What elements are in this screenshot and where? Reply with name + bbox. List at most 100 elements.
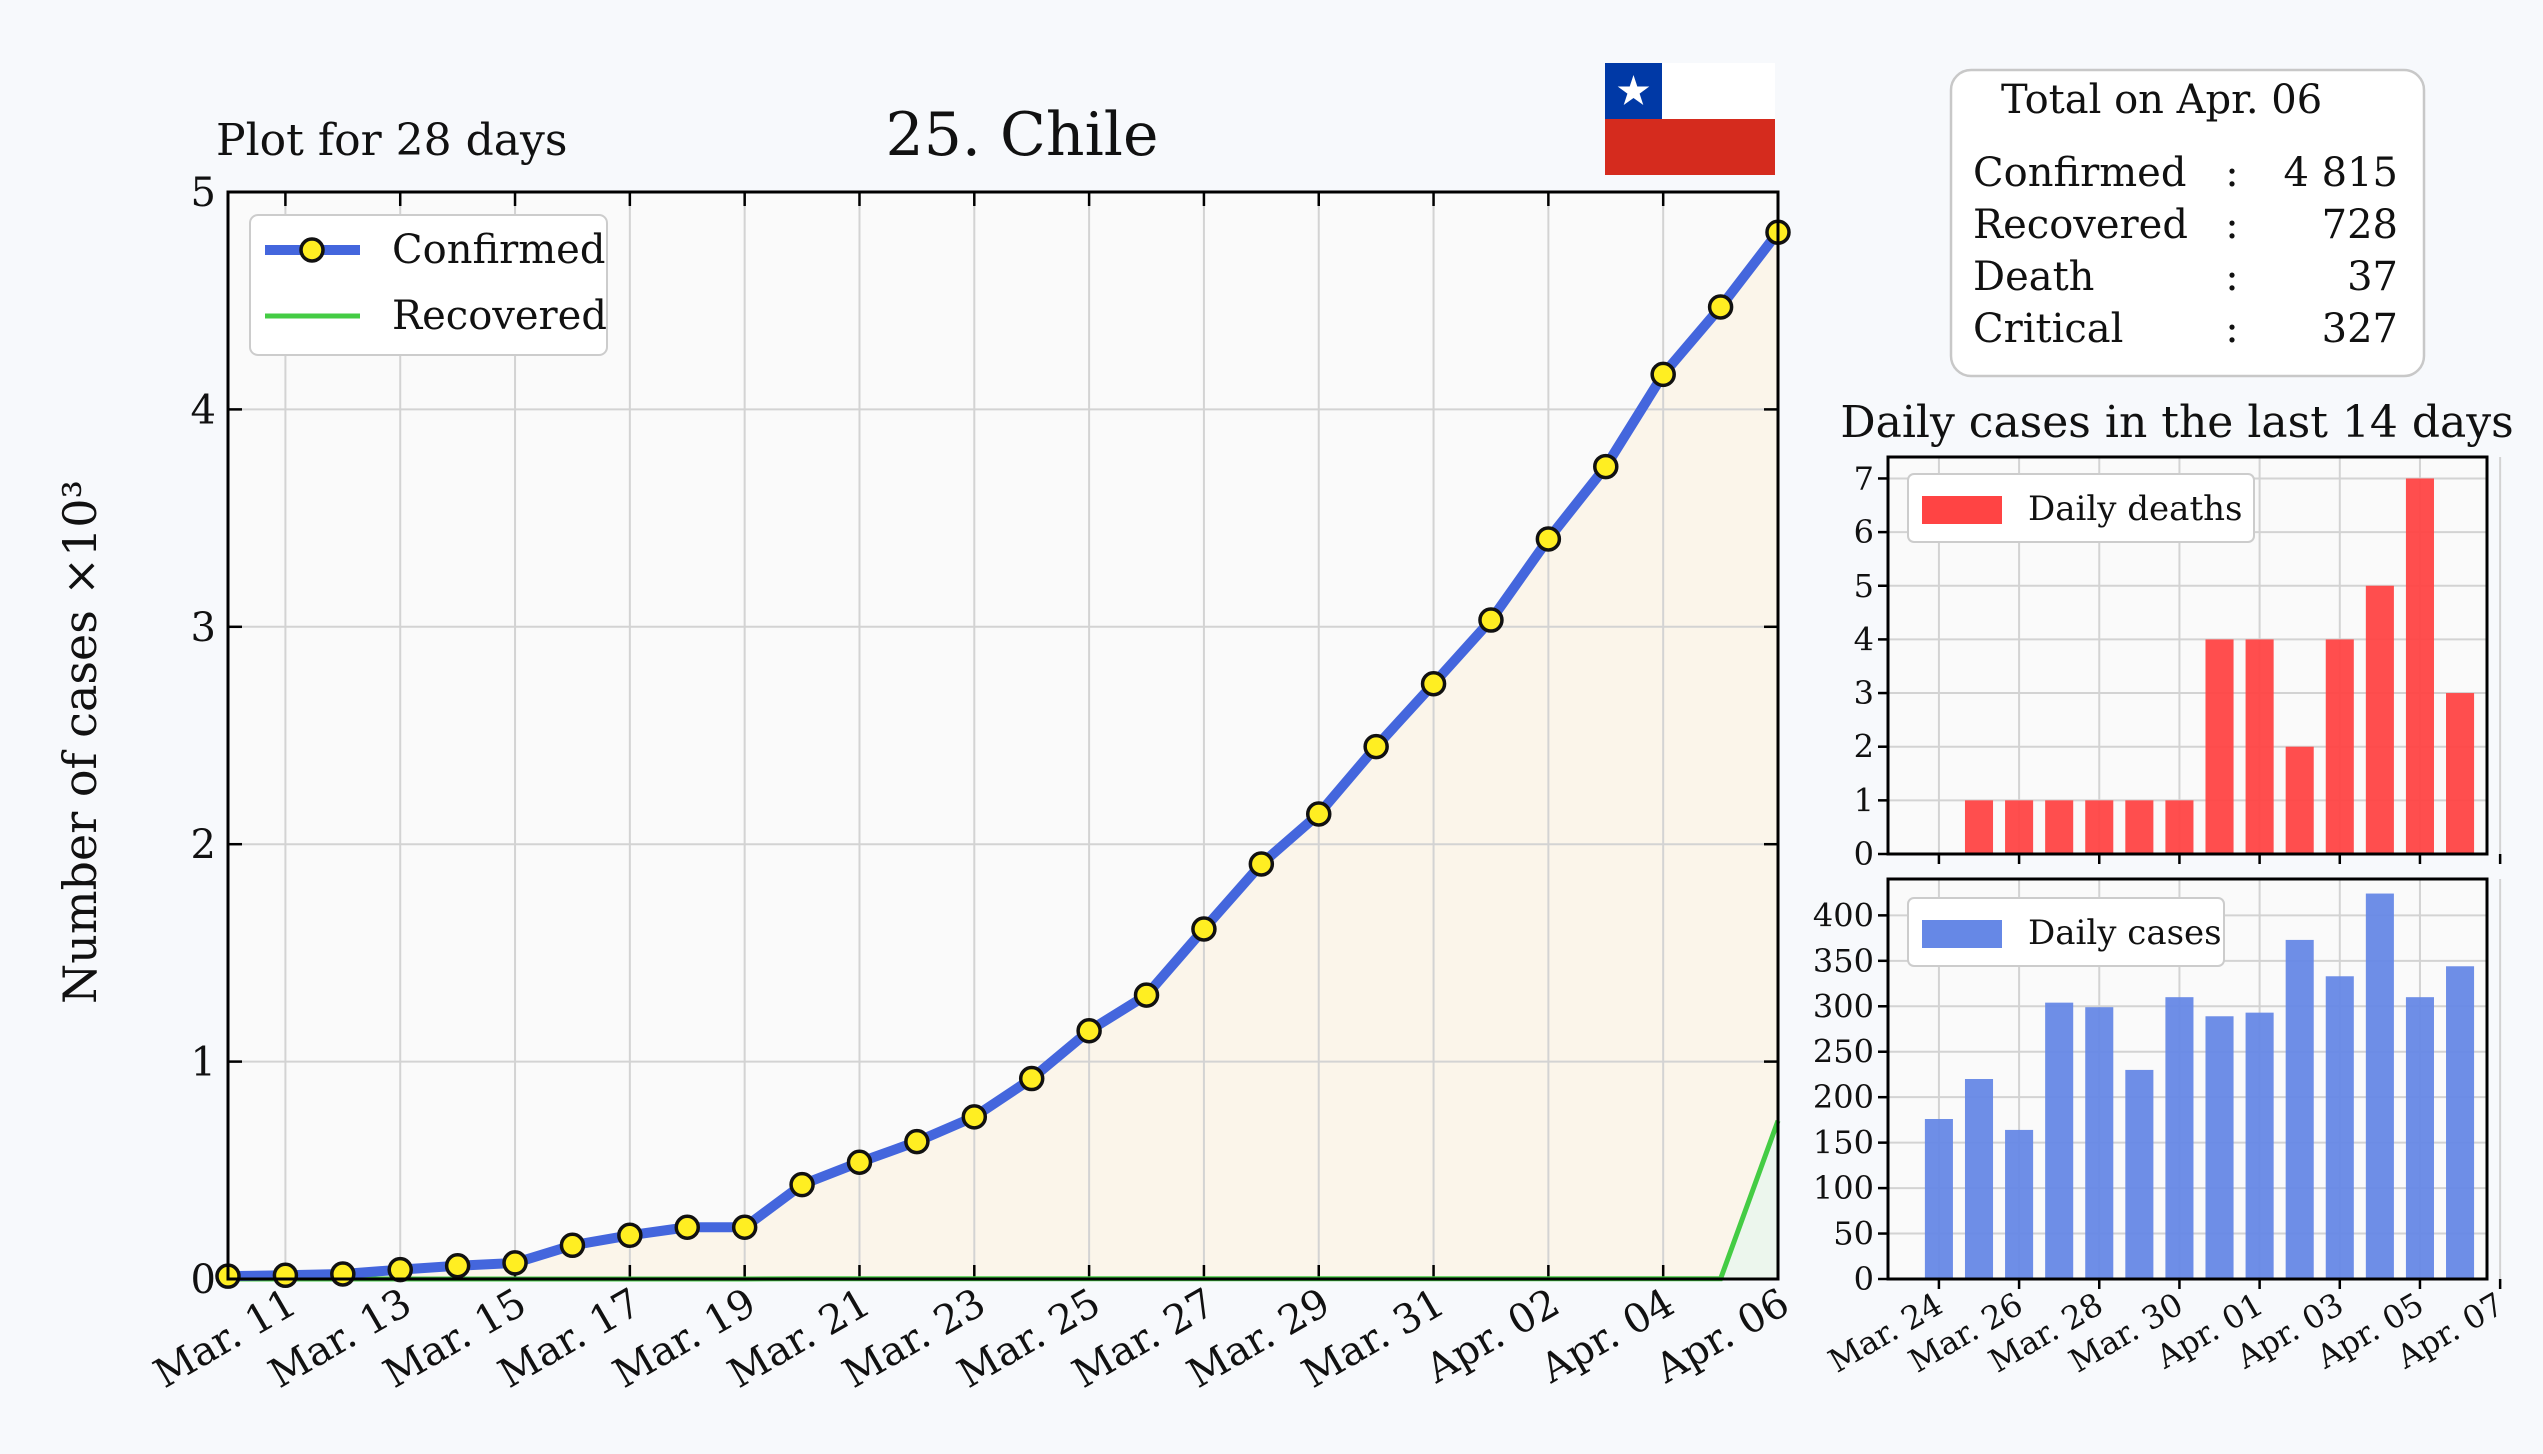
confirmed-point <box>387 1256 413 1283</box>
chile-flag-icon <box>1605 63 1775 175</box>
y-tick-label: 1 <box>191 1040 216 1086</box>
legend-recovered-label: Recovered <box>392 293 607 339</box>
confirmed-point <box>272 1262 299 1289</box>
y-tick-label: 2 <box>191 822 216 868</box>
confirmed-point <box>330 1261 356 1287</box>
confirmed-point <box>1248 851 1275 877</box>
summary-label: Critical <box>1973 306 2123 352</box>
x-tick-label: Apr. 02 <box>1417 1280 1567 1393</box>
confirmed-point <box>674 1214 701 1241</box>
x-tick-label: Apr. 06 <box>1647 1280 1797 1393</box>
confirmed-point <box>1478 607 1504 633</box>
bar <box>2365 893 2394 1279</box>
summary-separator: : <box>2225 254 2238 300</box>
bar <box>2325 976 2354 1279</box>
daily-panel-title: Daily cases in the last 14 days <box>1840 397 2513 448</box>
y-tick-label: 4 <box>1854 620 1874 658</box>
confirmed-point <box>1650 361 1676 388</box>
summary-value: 4 815 <box>2283 150 2398 196</box>
y-tick-label: 350 <box>1813 942 1874 980</box>
confirmed-point <box>502 1250 528 1276</box>
plot-frame <box>226 190 1780 1281</box>
bar <box>2085 800 2114 854</box>
confirmed-point <box>1133 982 1160 1008</box>
bar <box>2446 693 2475 854</box>
bar <box>2045 1002 2074 1279</box>
y-tick-label: 0 <box>1854 835 1874 873</box>
y-tick-label: 100 <box>1813 1169 1874 1207</box>
daily-deaths-chart: 0 1 2 3 4 5 6 7 Daily deaths <box>1854 455 2502 873</box>
bar <box>2245 639 2274 854</box>
summary-label: Death <box>1973 254 2094 300</box>
bar <box>2165 800 2194 854</box>
plot-frame <box>1886 455 2489 856</box>
plot-frame <box>1886 877 2489 1281</box>
y-tick-label: 3 <box>191 605 216 651</box>
summary-value: 327 <box>2322 306 2398 352</box>
legend-label: Daily deaths <box>2028 489 2242 529</box>
summary-separator: : <box>2225 306 2238 352</box>
confirmed-point <box>1420 671 1447 697</box>
bar <box>2205 639 2234 854</box>
bar <box>1964 1079 1994 1279</box>
y-tick-label: 150 <box>1813 1124 1874 1162</box>
y-tick-label: 3 <box>1854 674 1874 712</box>
confirmed-point <box>617 1222 643 1249</box>
bar <box>2285 939 2314 1279</box>
x-tick-label: Apr. 04 <box>1532 1280 1682 1393</box>
legend: Daily cases <box>1907 897 2225 967</box>
confirmed-point <box>789 1171 815 1198</box>
legend: Confirmed Recovered <box>249 214 608 356</box>
confirmed-point <box>846 1149 873 1176</box>
y-tick-label: 0 <box>1854 1260 1874 1298</box>
bar <box>2446 966 2475 1279</box>
bar <box>2245 1012 2274 1279</box>
y-tick-label: 5 <box>1854 567 1874 605</box>
confirmed-line <box>227 229 1782 1282</box>
legend-confirmed-label: Confirmed <box>392 227 605 273</box>
y-tick-label: 400 <box>1813 896 1874 934</box>
y-tick-label: 0 <box>191 1257 216 1303</box>
confirmed-point <box>444 1252 471 1279</box>
bar <box>2365 585 2394 854</box>
summary-label: Confirmed <box>1973 150 2186 196</box>
confirmed-point <box>1363 733 1389 760</box>
bar <box>2085 1007 2114 1279</box>
chart-title: 25. Chile <box>886 100 1159 170</box>
bar <box>2005 800 2034 854</box>
legend-swatch <box>1922 920 2002 948</box>
y-tick-label: 200 <box>1813 1078 1874 1116</box>
legend: Daily deaths <box>1907 473 2255 543</box>
legend-swatch <box>1922 496 2002 524</box>
summary-label: Recovered <box>1973 202 2188 248</box>
y-tick-label: 50 <box>1833 1215 1874 1253</box>
bar <box>2125 1069 2154 1279</box>
bar <box>2005 1129 2034 1279</box>
plot-span-label: Plot for 28 days <box>216 115 567 166</box>
bar <box>2165 997 2194 1279</box>
confirmed-point <box>904 1128 930 1155</box>
y-tick-label: 300 <box>1813 987 1874 1025</box>
bar <box>2325 639 2354 854</box>
summary-separator: : <box>2225 202 2238 248</box>
summary-separator: : <box>2225 150 2238 196</box>
y-tick-label: 250 <box>1813 1033 1874 1071</box>
y-tick-label: 6 <box>1854 513 1874 551</box>
y-tick-label: 5 <box>191 170 216 216</box>
bar <box>2125 800 2154 854</box>
confirmed-point <box>731 1214 758 1241</box>
confirmed-point <box>1535 526 1562 552</box>
bar <box>1964 800 1994 854</box>
bar <box>2405 997 2434 1279</box>
bar <box>2405 478 2434 854</box>
confirmed-point <box>1593 453 1619 480</box>
confirmed-point <box>1076 1017 1102 1044</box>
confirmed-point <box>961 1104 988 1130</box>
summary-title: Total on Apr. 06 <box>2001 77 2322 123</box>
legend-label: Daily cases <box>2028 913 2222 953</box>
bar <box>2205 1016 2234 1279</box>
summary-value: 37 <box>2347 254 2398 300</box>
